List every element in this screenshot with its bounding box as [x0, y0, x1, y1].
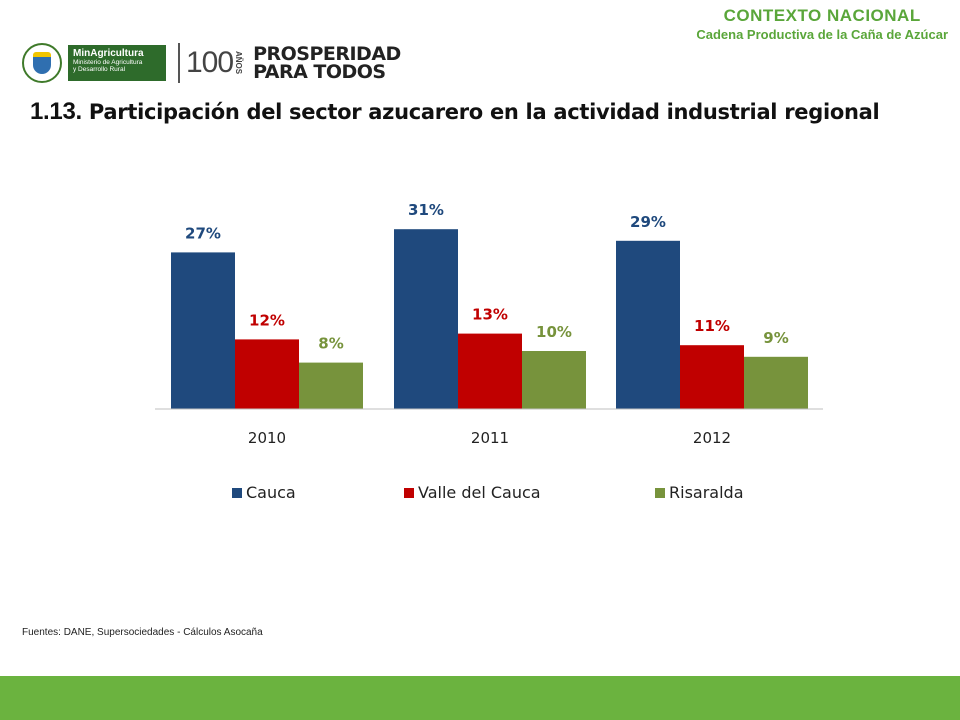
section-subtitle: Cadena Productiva de la Caña de Azúcar: [696, 27, 948, 42]
centenary-word: AÑOS: [234, 50, 244, 75]
x-tick-label: 2012: [693, 429, 731, 447]
page-title: 1.13. Participación del sector azucarero…: [30, 98, 880, 126]
bar-2011-2: [522, 351, 586, 409]
bar-2011-0: [394, 229, 458, 409]
bar-2011-1: [458, 333, 522, 409]
x-tick-label: 2010: [248, 429, 286, 447]
centenary-number: 100: [186, 45, 234, 79]
legend-swatch: [232, 488, 242, 498]
data-label: 31%: [408, 201, 444, 219]
ministry-title: MinAgricultura: [73, 47, 144, 59]
slogan-logo: PROSPERIDAD PARA TODOS: [253, 42, 401, 83]
slogan-line2: PARA TODOS: [253, 60, 386, 83]
data-label: 13%: [472, 306, 508, 324]
ministry-sub2: y Desarrollo Rural: [73, 66, 126, 73]
bar-2010-0: [171, 252, 235, 409]
data-label: 8%: [318, 335, 343, 353]
bar-2010-2: [299, 362, 363, 409]
slogan-line1: PROSPERIDAD: [253, 42, 401, 65]
bar-chart: 27% 12% 8% 2010 31% 13% 10% 2011 29% 11% 9% 2012 Cau…: [155, 201, 823, 502]
header-context: CONTEXTO NACIONAL Cadena Productiva de l…: [696, 6, 948, 42]
coat-of-arms-icon: [22, 42, 62, 83]
data-label: 9%: [763, 329, 788, 347]
legend-swatch: [404, 488, 414, 498]
data-label: 27%: [185, 224, 221, 242]
title-number: 1.13.: [30, 98, 82, 125]
ministry-logo: MinAgricultura Ministerio de Agricultura…: [68, 44, 166, 81]
x-tick-label: 2011: [471, 429, 509, 447]
data-label: 29%: [630, 213, 666, 231]
title-text: Participación del sector azucarero en la…: [81, 100, 880, 124]
source-note: Fuentes: DANE, Supersociedades - Cálculo…: [22, 627, 263, 638]
section-title: CONTEXTO NACIONAL: [723, 6, 921, 25]
bar-2012-2: [744, 356, 808, 409]
data-label: 11%: [694, 317, 730, 335]
bar-2010-1: [235, 339, 299, 409]
legend-label: Risaralda: [669, 483, 744, 502]
ministry-sub1: Ministerio de Agricultura: [73, 58, 143, 66]
logo-divider: [178, 42, 180, 83]
footer-bar: [0, 676, 960, 720]
legend-label: Cauca: [246, 483, 296, 502]
data-label: 12%: [249, 311, 285, 329]
data-label: 10%: [536, 323, 572, 341]
bar-2012-0: [616, 240, 680, 409]
bar-2012-1: [680, 345, 744, 409]
legend-swatch: [655, 488, 665, 498]
logo-strip: MinAgricultura Ministerio de Agricultura…: [22, 40, 401, 85]
legend-label: Valle del Cauca: [418, 483, 541, 502]
